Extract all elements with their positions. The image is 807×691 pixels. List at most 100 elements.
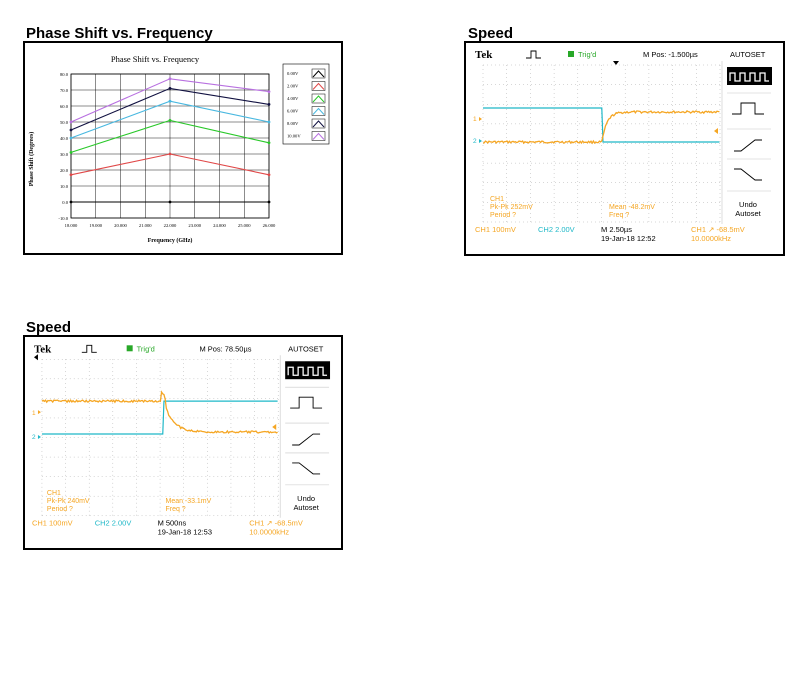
legend-swatch: [312, 120, 325, 128]
legend-swatch: [312, 132, 325, 140]
trigger-level-icon: [714, 128, 718, 134]
x-tick-label: 24.000: [213, 223, 226, 228]
square-wave-icon: [729, 72, 769, 82]
y-tick-label: 50.0: [60, 120, 69, 125]
scope1-pulse-icon: [526, 50, 541, 59]
legend-swatch-box: [311, 93, 326, 104]
x-tick-label: 18.000: [65, 223, 78, 228]
data-point: [267, 173, 271, 177]
scope1-trig-freq: 10.0000kHz: [691, 234, 731, 243]
legend-swatch-box: [311, 118, 326, 129]
legend-swatch: [312, 82, 325, 90]
data-point: [69, 151, 73, 154]
scope1-brand: Tek: [475, 49, 493, 61]
y-axis-label: Phase Shift (Degrees): [28, 132, 35, 187]
y-tick-label: -10.0: [58, 216, 68, 221]
scope1-meas-mean: Mean -48.2mV: [609, 204, 655, 211]
autoset-option-single-pulse[interactable]: [732, 102, 764, 115]
scope2-trig-status: Trig'd: [137, 344, 155, 353]
scope2-meas-period: Period ?: [47, 506, 73, 513]
scope1-trig-indicator: [568, 51, 574, 57]
legend-swatch-box: [311, 68, 326, 79]
scope1-trig-status: Trig'd: [578, 50, 596, 59]
data-point: [69, 128, 73, 132]
data-point: [267, 103, 271, 106]
scope1-heading: Speed: [468, 25, 514, 42]
scope1-trig-level: CH1 ↗ -68.5mV: [691, 225, 745, 234]
autoset-option-single-pulse[interactable]: [290, 396, 323, 409]
plot-grid: [70, 73, 270, 219]
x-tick-label: 20.000: [114, 223, 127, 228]
data-point: [168, 200, 172, 204]
legend-swatch-box: [311, 81, 326, 91]
data-point: [69, 200, 73, 204]
scope2-mpos: M Pos: 78.50µs: [199, 344, 251, 353]
scope2-ch2-marker: 2: [32, 434, 36, 441]
phase-chart-frame: Phase Shift vs. Frequency -10.0 0.0 10.0 20…: [23, 41, 343, 255]
legend-label: 10.00V: [287, 134, 301, 139]
x-tick-label: 26.000: [263, 223, 276, 228]
scope2-pulse-icon: [81, 344, 97, 353]
y-tick-label: 10.0: [60, 184, 69, 189]
legend-swatch: [312, 107, 325, 115]
x-tick-label: 19.000: [89, 223, 102, 228]
trigger-position-icon: [33, 354, 38, 361]
y-tick-label: 30.0: [60, 152, 69, 157]
scope2-autoset-title: AUTOSET: [288, 344, 324, 353]
legend: 0.00V 2.00V 4.00V 6.00V 8.00V 10.00V: [282, 63, 330, 145]
legend-swatch: [312, 70, 325, 78]
autoset-option-square-wave[interactable]: [727, 67, 772, 85]
scope1-undo-line1: Undo: [739, 200, 757, 209]
scope1-timebase: M 2.50µs: [601, 225, 632, 234]
autoset-option-falling-edge[interactable]: [292, 462, 321, 475]
scope2-frame: Tek Trig'd M Pos: 78.50µs AUTOSET 1 2 CH…: [23, 335, 343, 550]
single-pulse-icon: [290, 396, 323, 409]
data-point: [267, 90, 271, 93]
rising-edge-icon: [292, 433, 321, 446]
scope1-meas-ch: CH1: [490, 196, 504, 203]
autoset-option-falling-edge[interactable]: [734, 168, 762, 181]
square-wave-icon: [287, 366, 328, 376]
scope2-heading: Speed: [26, 319, 72, 336]
rising-edge-icon: [734, 139, 762, 152]
scope1-mpos: M Pos: -1.500µs: [643, 50, 698, 59]
data-point: [168, 152, 172, 156]
autoset-option-square-wave[interactable]: [285, 361, 331, 380]
ch2-waveform: [41, 400, 278, 435]
data-point: [69, 120, 73, 124]
autoset-option-rising-edge[interactable]: [734, 139, 762, 152]
single-pulse-icon: [732, 102, 764, 115]
trigger-position-icon: [613, 61, 619, 65]
plot-series: [69, 77, 271, 204]
scope2-timebase: M 500ns: [158, 519, 187, 528]
ch2-waveform: [483, 107, 720, 143]
falling-edge-icon: [734, 168, 762, 181]
x-tick-label: 22.000: [164, 223, 177, 228]
legend-label: 2.00V: [287, 84, 299, 89]
scope2-meas-freq: Freq ?: [166, 506, 186, 513]
data-point: [168, 77, 172, 81]
legend-swatch: [312, 95, 325, 103]
scope2-ch1-marker: 1: [32, 410, 36, 417]
scope1-meas-period: Period ?: [490, 212, 516, 219]
scope2-meas-pkpk: Pk-Pk 240mV: [47, 498, 90, 505]
graticule: [41, 359, 279, 517]
scope2-trig-indicator: [126, 345, 133, 352]
scope1-frame: Tek Trig'd M Pos: -1.500µs AUTOSET 1 2 C…: [464, 41, 785, 256]
legend-label: 0.00V: [287, 71, 299, 76]
data-point: [168, 87, 172, 90]
ch1-waveform: [41, 390, 278, 435]
legend-swatch-box: [311, 106, 326, 116]
scope2-ch1-scale: CH1 100mV: [32, 519, 73, 528]
data-point: [267, 120, 271, 124]
scope1-screen: Tek Trig'd M Pos: -1.500µs AUTOSET 1 2 C…: [473, 49, 772, 243]
ch1-marker-arrow: [479, 117, 482, 121]
scope1-date: 19-Jan-18 12:52: [601, 234, 656, 243]
phase-chart: Phase Shift vs. Frequency -10.0 0.0 10.0 20…: [28, 54, 330, 244]
legend-label: 4.00V: [287, 96, 299, 101]
y-tick-label: 80.0: [60, 72, 69, 77]
scope2-ch2-scale: CH2 2.00V: [95, 519, 132, 528]
autoset-option-rising-edge[interactable]: [292, 433, 321, 446]
x-tick-label: 23.000: [188, 223, 201, 228]
scope2-meas-mean: Mean -33.1mV: [166, 498, 212, 505]
